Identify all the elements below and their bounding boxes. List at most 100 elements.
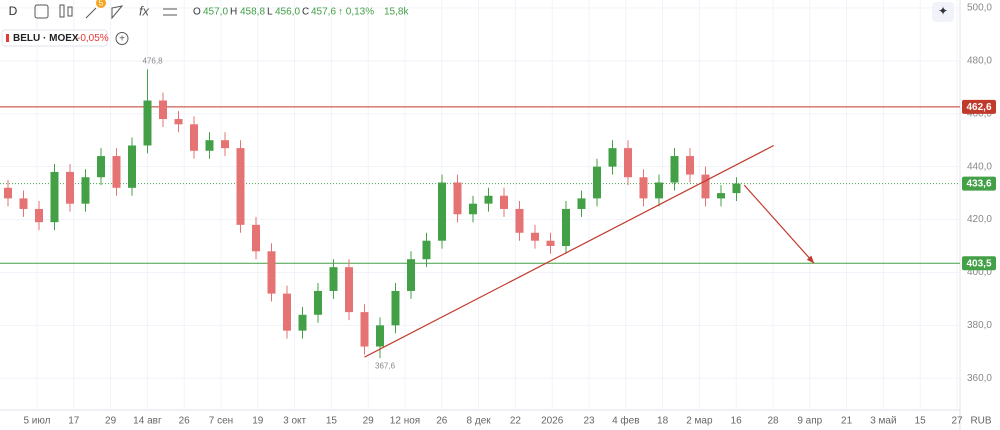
level-badge bbox=[962, 176, 996, 191]
h-label: H bbox=[230, 7, 237, 18]
x-tick-label: 7 сен bbox=[209, 416, 233, 427]
candle-body bbox=[4, 187, 12, 199]
candle-body bbox=[453, 182, 462, 215]
ai-icon: ✦ bbox=[938, 4, 948, 18]
c-label: C bbox=[302, 7, 309, 18]
x-tick-label: 3 окт bbox=[283, 416, 306, 427]
candle-body bbox=[66, 171, 74, 204]
price-annotation: 367,6 bbox=[375, 361, 396, 370]
candle-body bbox=[562, 208, 570, 246]
y-tick-label: 400,0 bbox=[967, 267, 992, 278]
candle-body bbox=[19, 198, 28, 209]
level-label: 433,6 bbox=[966, 179, 991, 190]
candle-body bbox=[112, 156, 121, 188]
x-tick-label: 26 bbox=[179, 416, 191, 427]
settings-icon[interactable] bbox=[163, 8, 177, 16]
level-badge bbox=[962, 256, 996, 271]
candle-body bbox=[608, 148, 617, 167]
candle-body bbox=[345, 267, 353, 313]
candle-icon[interactable] bbox=[59, 4, 65, 18]
x-tick-label: 2026 bbox=[541, 416, 564, 427]
badge-count: 5 bbox=[99, 0, 104, 8]
candle-body bbox=[422, 240, 431, 260]
candle-body bbox=[515, 208, 524, 233]
legend-box[interactable] bbox=[1, 29, 108, 47]
symbol-change: -0,05% bbox=[77, 33, 109, 44]
candle-body bbox=[593, 166, 601, 199]
candle-body bbox=[205, 140, 214, 151]
level-label: 462,6 bbox=[966, 102, 991, 113]
candle-body bbox=[376, 325, 384, 347]
level-label: 403,5 bbox=[966, 258, 991, 269]
toolbar: D 5 fx O 457,0 H 458,8 L 456,0 C 457,6 ↑… bbox=[9, 0, 954, 22]
volume: 15,8k bbox=[384, 7, 409, 18]
indicator-icon[interactable] bbox=[85, 7, 97, 19]
x-tick-label: 9 апр bbox=[797, 416, 822, 427]
x-tick-label: 29 bbox=[363, 416, 375, 427]
candle-body bbox=[391, 290, 400, 326]
candle-body bbox=[655, 182, 663, 199]
candle-body bbox=[484, 195, 493, 204]
candle-body bbox=[50, 171, 59, 223]
compare-icon[interactable] bbox=[34, 4, 49, 19]
candle-body bbox=[686, 156, 694, 175]
y-tick-label: 480,0 bbox=[967, 55, 992, 66]
change: ↑ 0,13% bbox=[338, 7, 374, 18]
y-tick-label: 440,0 bbox=[967, 161, 992, 172]
price-annotation: 476,8 bbox=[143, 56, 164, 65]
candle-body bbox=[159, 100, 167, 120]
add-button[interactable] bbox=[115, 32, 129, 45]
x-tick-label: 26 bbox=[436, 416, 448, 427]
x-tick-label: 5 июл bbox=[23, 416, 50, 427]
y-tick-label: 380,0 bbox=[967, 320, 992, 331]
x-tick-label: 8 дек bbox=[467, 416, 492, 427]
h-value: 458,8 bbox=[240, 7, 265, 18]
symbol: BELU · MOEX bbox=[13, 33, 79, 44]
trendline bbox=[364, 144, 774, 358]
candle-body bbox=[128, 145, 136, 188]
x-tick-label: 2 мар bbox=[686, 416, 713, 427]
interval-button[interactable]: D bbox=[9, 4, 18, 18]
x-tick-label: 18 bbox=[657, 416, 669, 427]
candle-body bbox=[190, 124, 198, 151]
ai-button[interactable] bbox=[932, 2, 954, 22]
candle-body bbox=[546, 240, 555, 246]
candle-body bbox=[267, 251, 276, 294]
x-tick-label: 17 bbox=[68, 416, 80, 427]
candle-body bbox=[252, 224, 260, 252]
candle-body bbox=[577, 198, 586, 209]
x-tick-label: 15 bbox=[326, 416, 338, 427]
candle-body bbox=[670, 156, 679, 183]
l-value: 456,0 bbox=[275, 7, 300, 18]
x-tick-label: 3 май bbox=[870, 416, 896, 427]
candle-body bbox=[407, 259, 415, 291]
x-tick-label: 29 bbox=[105, 416, 117, 427]
currency: RUB bbox=[970, 416, 991, 427]
x-tick-label: 21 bbox=[841, 416, 853, 427]
candle-body bbox=[221, 140, 229, 149]
fx-icon[interactable]: fx bbox=[139, 3, 150, 18]
candle-body bbox=[143, 100, 152, 146]
candle-body bbox=[732, 183, 741, 194]
x-tick-label: 19 bbox=[252, 416, 264, 427]
x-tick-label: 15 bbox=[915, 416, 927, 427]
y-tick-label: 360,0 bbox=[967, 373, 992, 384]
candle-body bbox=[81, 177, 90, 204]
candle-body bbox=[701, 174, 710, 199]
draw-icon[interactable] bbox=[111, 5, 124, 20]
candle-body bbox=[469, 203, 477, 215]
x-tick-label: 22 bbox=[510, 416, 522, 427]
badge bbox=[96, 0, 106, 8]
candle-body bbox=[174, 119, 183, 125]
legend-marker bbox=[6, 34, 9, 42]
add-icon: + bbox=[119, 34, 125, 45]
x-tick-label: 23 bbox=[583, 416, 595, 427]
candle-body bbox=[717, 193, 725, 199]
x-tick-label: 27 bbox=[951, 416, 963, 427]
candle-body bbox=[531, 232, 539, 241]
x-tick-label: 28 bbox=[767, 416, 779, 427]
y-tick-label: 420,0 bbox=[967, 214, 992, 225]
x-tick-label: 14 авг bbox=[133, 416, 162, 427]
